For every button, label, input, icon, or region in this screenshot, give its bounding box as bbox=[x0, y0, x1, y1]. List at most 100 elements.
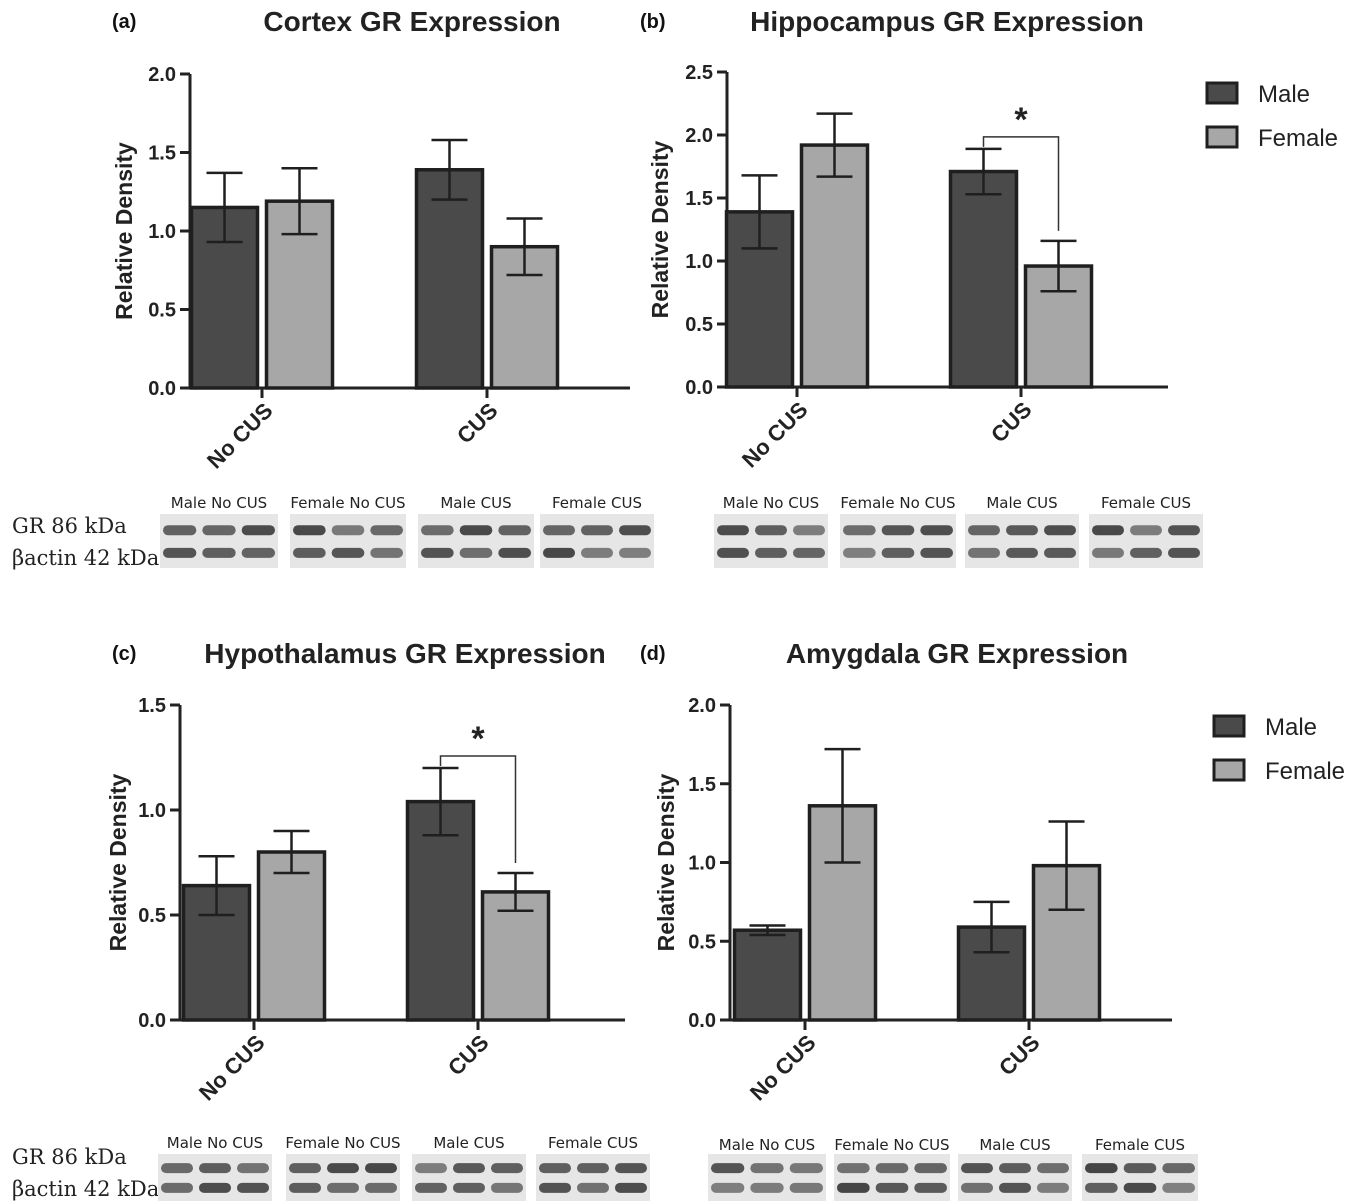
panel-letter: (b) bbox=[640, 11, 666, 33]
blot-row-label: βactin 42 kDa bbox=[12, 1177, 159, 1201]
legend-label-male: Male bbox=[1265, 714, 1317, 741]
y-tick-label: 2.0 bbox=[685, 125, 713, 147]
legend-swatch-male bbox=[1205, 81, 1239, 105]
y-tick-label: 2.0 bbox=[688, 695, 716, 717]
y-tick-label: 0.5 bbox=[685, 314, 713, 336]
blot-band bbox=[1037, 1163, 1069, 1174]
blot-band bbox=[331, 547, 365, 558]
significance-star: * bbox=[471, 720, 485, 758]
blot-band bbox=[1006, 547, 1038, 558]
blot-band bbox=[1130, 547, 1162, 558]
blot-band bbox=[331, 525, 365, 536]
blot-image bbox=[540, 514, 654, 568]
blot-image bbox=[418, 514, 534, 568]
blot-band bbox=[293, 547, 326, 558]
legend-swatch-female bbox=[1205, 125, 1239, 149]
blot-image bbox=[714, 514, 828, 568]
panel-letter: (a) bbox=[112, 11, 136, 33]
panel-b: (b) Hippocampus GR Expression 0.0 0.5 1.0 1.5… bbox=[640, 6, 1338, 568]
blot-band bbox=[717, 525, 749, 536]
blot-band bbox=[415, 1163, 447, 1174]
y-axis-label: Relative Density bbox=[111, 142, 137, 320]
y-axis-label: Relative Density bbox=[653, 773, 679, 951]
y-tick-label: 2.5 bbox=[685, 62, 713, 84]
blot-row-label: GR 86 kDa bbox=[12, 514, 127, 538]
blot-lane-label: Male CUS bbox=[440, 494, 511, 512]
significance-star: * bbox=[1014, 101, 1028, 139]
blot-image bbox=[290, 514, 406, 568]
blot-band bbox=[1092, 547, 1124, 558]
blot-band bbox=[539, 1163, 571, 1174]
blot-band bbox=[789, 1182, 823, 1193]
blot-band bbox=[498, 547, 531, 558]
blot-band bbox=[843, 525, 876, 536]
blot-band bbox=[577, 1182, 609, 1193]
legend-swatch-female bbox=[1212, 758, 1246, 782]
panel-letter: (c) bbox=[112, 643, 136, 665]
bar-female-no-cus bbox=[256, 850, 327, 1022]
blot-lane-label: Male CUS bbox=[986, 494, 1057, 512]
blot-band bbox=[1162, 1163, 1195, 1174]
blot-band bbox=[289, 1182, 321, 1193]
blot-lane-label: Female No CUS bbox=[834, 1136, 949, 1154]
blot-band bbox=[327, 1163, 359, 1174]
blot-image bbox=[708, 1154, 826, 1201]
blot-band bbox=[875, 1163, 909, 1174]
blot-band bbox=[491, 1182, 523, 1193]
blot-lane-label: Female CUS bbox=[1101, 494, 1191, 512]
y-tick-label: 0.5 bbox=[138, 905, 166, 927]
blot-lane-label: Female CUS bbox=[1095, 1136, 1185, 1154]
blot-image bbox=[1089, 514, 1203, 568]
blot-lane-label: Male CUS bbox=[979, 1136, 1050, 1154]
y-axis-label: Relative Density bbox=[105, 773, 131, 951]
blot-band bbox=[491, 1163, 523, 1174]
blot-band bbox=[581, 525, 613, 536]
blot-band bbox=[163, 547, 197, 558]
blot-band bbox=[920, 547, 953, 558]
panel-a: (a) Cortex GR Expression 0.0 0.5 1.0 1.5 2.0 Re… bbox=[12, 6, 654, 570]
blot-band bbox=[750, 1163, 784, 1174]
blot-band bbox=[327, 1182, 359, 1193]
blot-band bbox=[881, 547, 915, 558]
blot-lane-label: Male No CUS bbox=[719, 1136, 815, 1154]
blot-band bbox=[1092, 525, 1124, 536]
y-tick-label: 1.5 bbox=[688, 774, 716, 796]
blot-band bbox=[163, 525, 197, 536]
blot-band bbox=[199, 1163, 231, 1174]
blot-band bbox=[1130, 525, 1162, 536]
blot-lane-label: Female No CUS bbox=[290, 494, 405, 512]
y-tick-label: 0.0 bbox=[685, 377, 713, 399]
blot-band bbox=[241, 547, 275, 558]
significance-bracket bbox=[982, 136, 1060, 231]
y-tick-label: 1.0 bbox=[148, 221, 176, 243]
x-category-label: CUS bbox=[994, 1030, 1045, 1081]
blot-lane-label: Female No CUS bbox=[840, 494, 955, 512]
y-tick-label: 0.5 bbox=[148, 300, 176, 322]
blot-band bbox=[961, 1163, 993, 1174]
blot-image bbox=[536, 1154, 650, 1201]
blot-band bbox=[961, 1182, 993, 1193]
blot-band bbox=[539, 1182, 571, 1193]
blot-band bbox=[914, 1163, 947, 1174]
panel-c: (c) Hypothalamus GR Expression 0.0 0.5 1.0 1.… bbox=[12, 638, 650, 1201]
blot-band bbox=[1044, 547, 1076, 558]
chart-title: Cortex GR Expression bbox=[263, 6, 560, 37]
blot-lane-label: Female CUS bbox=[548, 1134, 638, 1152]
legend-label-male: Male bbox=[1258, 81, 1310, 108]
x-category-label: CUS bbox=[452, 398, 503, 449]
blot-band bbox=[875, 1182, 909, 1193]
blot-image bbox=[1082, 1154, 1198, 1201]
blot-band bbox=[793, 525, 825, 536]
blot-image bbox=[160, 514, 278, 568]
y-tick-label: 1.0 bbox=[688, 853, 716, 875]
blot-band bbox=[837, 1182, 870, 1193]
blot-band bbox=[453, 1182, 485, 1193]
blot-band bbox=[202, 547, 236, 558]
blot-band bbox=[615, 1163, 647, 1174]
y-tick-label: 1.0 bbox=[138, 800, 166, 822]
blot-band bbox=[421, 547, 454, 558]
x-category-label: No CUS bbox=[194, 1030, 270, 1106]
blot-lane-label: Male No CUS bbox=[171, 494, 267, 512]
blot-row-label: βactin 42 kDa bbox=[12, 546, 159, 570]
